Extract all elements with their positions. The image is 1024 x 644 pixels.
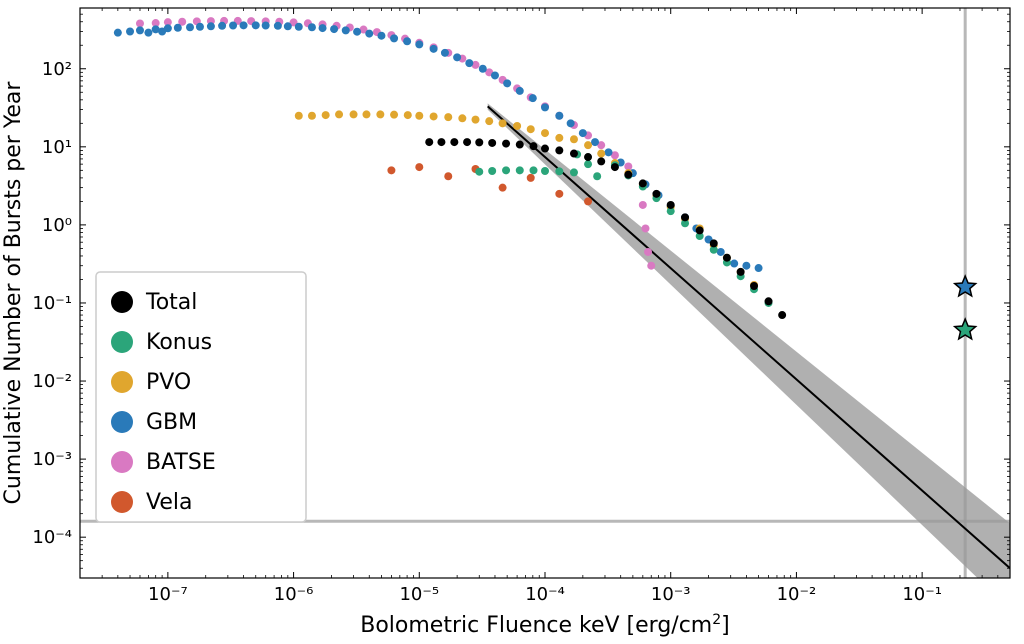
legend-marker-vela xyxy=(111,491,133,513)
y-tick-label: 10⁻² xyxy=(32,371,72,392)
x-tick-label: 10⁻³ xyxy=(651,584,691,605)
legend-marker-konus xyxy=(111,331,133,353)
legend-label-gbm: GBM xyxy=(146,410,197,435)
legend-label-total: Total xyxy=(145,290,197,315)
y-tick-label: 10² xyxy=(42,59,72,80)
x-tick-label: 10⁻⁴ xyxy=(525,584,565,605)
y-tick-label: 10⁻¹ xyxy=(32,293,72,314)
y-tick-label: 10¹ xyxy=(42,137,72,158)
legend-label-konus: Konus xyxy=(146,330,212,355)
chart-svg: 10⁻⁷ 10⁻⁶ 10⁻⁵ 10⁻⁴ 10⁻³ 10⁻² 10⁻¹ 10⁻⁴ 10⁻³ 10⁻²… xyxy=(0,0,1024,644)
legend: Total Konus PVO GBM BATSE Vela xyxy=(96,272,306,522)
legend-marker-batse xyxy=(111,451,133,473)
legend-marker-pvo xyxy=(111,371,133,393)
y-tick-label: 10⁰ xyxy=(42,215,72,236)
legend-label-pvo: PVO xyxy=(146,370,191,395)
x-tick-label: 10⁻⁷ xyxy=(148,584,188,605)
x-axis-label: Bolometric Fluence keV [erg/cm2] xyxy=(360,612,730,638)
legend-marker-gbm xyxy=(111,411,133,433)
y-tick-label: 10⁻⁴ xyxy=(32,527,72,548)
x-tick-label: 10⁻⁵ xyxy=(399,584,439,605)
legend-marker-total xyxy=(111,291,133,313)
y-tick-label: 10⁻³ xyxy=(32,449,72,470)
y-axis-label: Cumulative Number of Bursts per Year xyxy=(1,81,26,505)
legend-label-batse: BATSE xyxy=(146,450,216,475)
x-tick-label: 10⁻⁶ xyxy=(274,584,314,605)
x-tick-label: 10⁻² xyxy=(777,584,817,605)
legend-label-vela: Vela xyxy=(146,490,192,515)
x-tick-label: 10⁻¹ xyxy=(902,584,942,605)
chart-container: 10⁻⁷ 10⁻⁶ 10⁻⁵ 10⁻⁴ 10⁻³ 10⁻² 10⁻¹ 10⁻⁴ 10⁻³ 10⁻²… xyxy=(0,0,1024,644)
